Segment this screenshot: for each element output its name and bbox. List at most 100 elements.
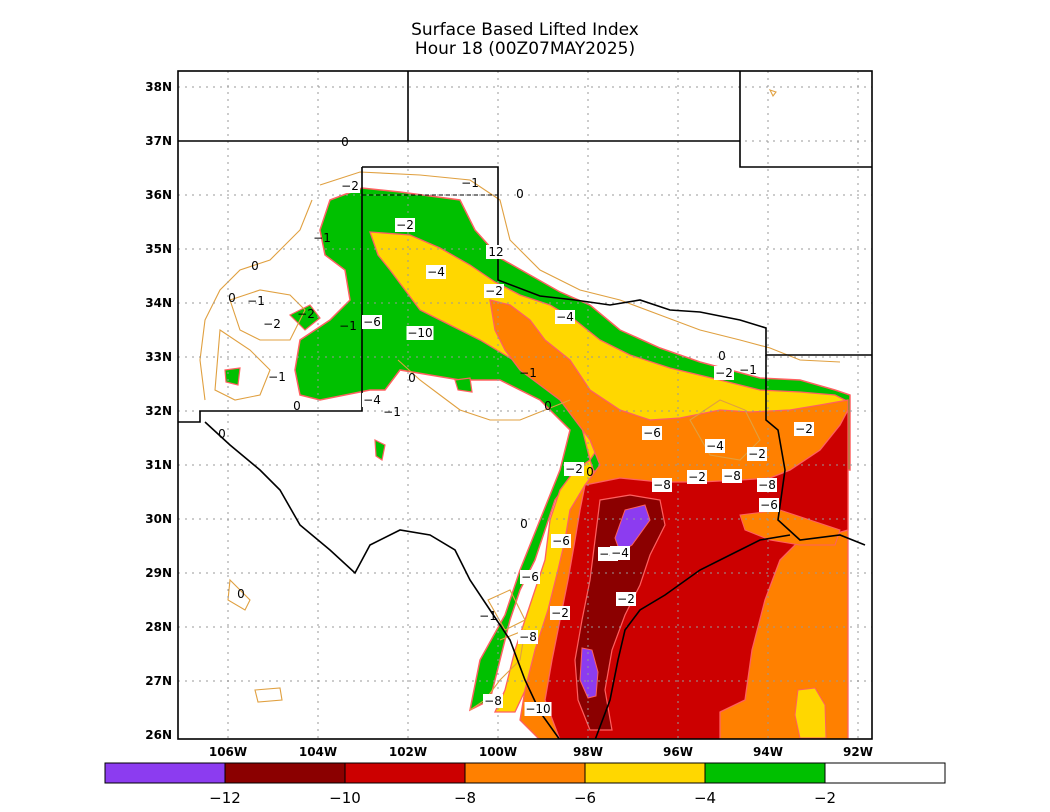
contour-label-boxed: −6	[759, 498, 779, 512]
lon-label: 92W	[843, 745, 873, 759]
contour-label: −1	[461, 176, 479, 190]
contour-label-boxed: −2	[395, 218, 415, 232]
svg-text:−2: −2	[396, 218, 414, 232]
contour-label-boxed: −6	[520, 570, 540, 584]
fill-yellow-se	[794, 687, 827, 739]
zero-contours	[199, 89, 841, 711]
contour-label-boxed: −8	[722, 469, 742, 483]
colorbar-tick-label: −10	[329, 789, 361, 807]
svg-text:−4: −4	[363, 393, 381, 407]
lat-label: 28N	[145, 620, 172, 634]
state-dashed-boundaries	[178, 140, 499, 280]
contour-label-boxed: −4	[705, 439, 725, 453]
contour-label-boxed: 12	[486, 245, 506, 259]
contour-label-boxed: −8	[483, 694, 503, 708]
svg-text:−4: −4	[611, 546, 629, 560]
contour-label-boxed: −4	[426, 265, 446, 279]
contour-label-boxed: −4	[555, 310, 575, 324]
svg-text:−2: −2	[748, 447, 766, 461]
colorbar-swatch	[704, 762, 826, 784]
contour-label-boxed: −6	[642, 426, 662, 440]
svg-text:−6: −6	[552, 534, 570, 548]
contour-label: 0	[520, 517, 528, 531]
lon-label: 104W	[299, 745, 337, 759]
contour-label-boxed: −2	[550, 606, 570, 620]
lat-label: 34N	[145, 296, 172, 310]
contour-label: −2	[297, 307, 315, 321]
svg-text:−4: −4	[556, 310, 574, 324]
fill-purple	[579, 504, 651, 699]
lat-label: 33N	[145, 350, 172, 364]
lat-label: 30N	[145, 512, 172, 526]
colorbar-tick-label: −2	[814, 789, 836, 807]
contour-label: −1	[519, 366, 537, 380]
contour-label-boxed: −2	[484, 284, 504, 298]
contour-label: 0	[516, 187, 524, 201]
contour-label-boxed: −2	[714, 366, 734, 380]
svg-text:−2: −2	[715, 366, 733, 380]
colorbar-labels: −12 −10 −8 −6 −4 −2	[209, 789, 836, 807]
svg-text:−4: −4	[427, 265, 445, 279]
contour-label: −1	[247, 294, 265, 308]
contour-label: −1	[383, 405, 401, 419]
colorbar-tick-label: −12	[209, 789, 241, 807]
colorbar-tick-label: −8	[454, 789, 476, 807]
svg-text:−6: −6	[521, 570, 539, 584]
contour-label: 0	[586, 465, 594, 479]
svg-text:−6: −6	[760, 498, 778, 512]
lat-label: 29N	[145, 566, 172, 580]
map-subtitle: Hour 18 (00Z07MAY2025)	[414, 39, 636, 59]
svg-text:−8: −8	[723, 469, 741, 483]
lat-label: 31N	[145, 458, 172, 472]
latitude-labels: 38N 37N 36N 35N 34N 33N 32N 31N 30N 29N …	[145, 80, 172, 742]
svg-text:12: 12	[488, 245, 503, 259]
svg-text:−8: −8	[484, 694, 502, 708]
contour-label-boxed: −10	[524, 702, 552, 716]
contour-label: −1	[339, 319, 357, 333]
contour-label: −2	[263, 317, 281, 331]
contour-label-boxed: −4	[362, 393, 382, 407]
contour-label: −1	[268, 370, 286, 384]
contour-label-boxed: −8	[757, 478, 777, 492]
svg-text:−2: −2	[551, 606, 569, 620]
contour-label: −1	[313, 231, 331, 245]
lat-label: 26N	[145, 728, 172, 742]
contour-label-boxed: −2	[794, 422, 814, 436]
lon-label: 102W	[389, 745, 427, 759]
contour-label: 0	[237, 587, 245, 601]
lon-label: 100W	[479, 745, 517, 759]
fill-orange-strip	[739, 509, 841, 546]
colorbar-tick-label: −4	[694, 789, 716, 807]
colorbar-swatch	[464, 762, 586, 784]
contour-label: 0	[718, 349, 726, 363]
contour-label-boxed: −2	[616, 592, 636, 606]
svg-text:−2: −2	[341, 179, 359, 193]
lon-label: 96W	[663, 745, 693, 759]
svg-text:−4: −4	[706, 439, 724, 453]
lat-label: 32N	[145, 404, 172, 418]
contour-label-boxed: −8	[518, 630, 538, 644]
contour-label: 0	[544, 399, 552, 413]
lat-label: 36N	[145, 188, 172, 202]
lon-label: 94W	[753, 745, 783, 759]
svg-text:−10: −10	[525, 702, 550, 716]
contour-label-boxed: −2	[340, 179, 360, 193]
svg-text:−8: −8	[519, 630, 537, 644]
svg-text:−2: −2	[688, 470, 706, 484]
contour-label: −1	[479, 609, 497, 623]
contour-label-boxed: −10	[406, 326, 434, 340]
svg-text:−2: −2	[485, 284, 503, 298]
contour-label: 0	[341, 135, 349, 149]
contour-label: −1	[739, 363, 757, 377]
colorbar	[104, 762, 946, 784]
longitude-labels: 106W 104W 102W 100W 98W 96W 94W 92W	[209, 745, 873, 759]
lon-label: 106W	[209, 745, 247, 759]
colorbar-swatch	[344, 762, 466, 784]
lon-label: 98W	[573, 745, 603, 759]
lat-label: 37N	[145, 134, 172, 148]
contour-label: 0	[228, 291, 236, 305]
svg-text:−6: −6	[363, 315, 381, 329]
contour-label-boxed: −6	[362, 315, 382, 329]
svg-text:−10: −10	[407, 326, 432, 340]
